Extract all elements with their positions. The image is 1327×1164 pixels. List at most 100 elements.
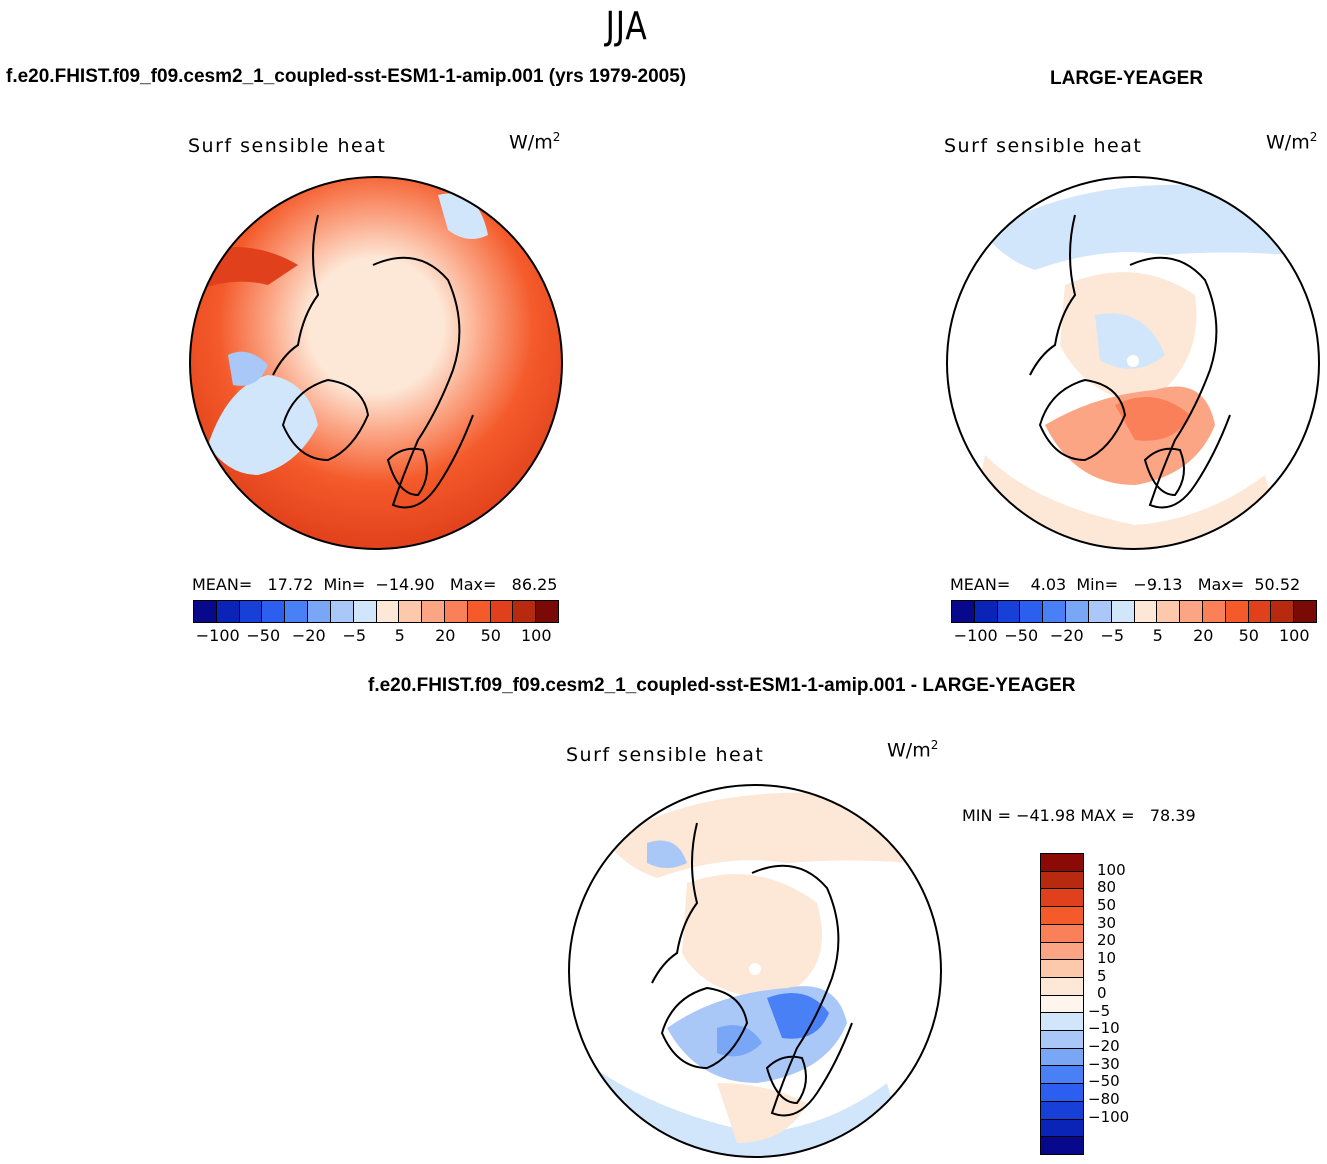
test-colorbar-swatch [399,601,423,622]
diff-colorbar-swatch [1041,977,1083,996]
test-colorbar-swatch [467,601,491,622]
diff-colorbar-tick-label: −10 [1088,1019,1120,1038]
obs-colorbar-swatch [952,601,975,622]
test-map-border [189,176,563,550]
diff-colorbar-tick-label: 50 [1097,895,1117,914]
obs-coastline-greenland [1038,378,1127,462]
test-field-cool-3 [228,351,268,386]
test-colorbar-tick-label: −50 [246,626,281,645]
test-units: W/m2 [509,130,561,154]
obs-colorbar-swatch [1020,601,1044,622]
diff-coastline-scandinavia [765,1055,807,1105]
diff-coastline-eurasia [751,864,853,1117]
obs-colorbar-swatch [974,601,998,622]
diff-colorbar [1040,853,1084,1155]
test-coastline-eurasia [372,256,474,509]
obs-colorbar-swatch [1225,601,1249,622]
diff-colorbar-swatch [1041,1119,1083,1138]
test-colorbar-swatch [285,601,309,622]
test-colorbar-swatch [536,601,558,622]
test-coastline-greenland [281,378,370,462]
test-colorbar-swatch [330,601,354,622]
obs-field-norway-warm [1115,397,1190,441]
obs-colorbar-ticks: −100 −50 −20 −5 5 20 50 100 [951,626,1317,646]
diff-coastline-greenland [660,986,749,1070]
diff-colorbar-tick-label: −5 [1088,1001,1111,1020]
diff-colorbar-tick-label: 5 [1097,966,1107,985]
obs-map-border [946,176,1320,550]
test-coastline-america [272,214,320,376]
diff-variable-title: Surf sensible heat [566,744,765,766]
diff-colorbar-tick-label: −80 [1088,1090,1120,1109]
diff-colorbar-swatch [1041,1084,1083,1102]
diff-field-arctic [682,874,822,998]
diff-colorbar-tick-label: −50 [1088,1072,1120,1091]
diff-colorbar-swatch [1041,995,1083,1014]
diff-colorbar-swatch [1041,1066,1083,1085]
diff-colorbar-tick-label: −30 [1088,1054,1120,1073]
test-colorbar-tick-label: −5 [342,626,367,645]
test-colorbar-swatch [262,601,286,622]
diff-colorbar-swatch [1041,1048,1083,1067]
diff-map [568,784,942,1158]
obs-pole-marker [1127,355,1139,367]
diff-colorbar-tick-label: −100 [1088,1107,1130,1126]
test-map [189,176,563,550]
test-field-cool [208,375,318,475]
diff-minmax: MIN = −41.98 MAX = 78.39 [962,806,1196,825]
diff-colorbar-swatch [1041,1137,1083,1154]
obs-variable-title: Surf sensible heat [944,135,1143,157]
diff-field-strong-cool [767,993,829,1039]
test-colorbar-tick-label: −100 [195,626,240,645]
obs-colorbar-swatch [1180,601,1203,622]
diff-colorbar-swatch [1041,1013,1083,1032]
diff-coastline-america [651,822,699,984]
diff-colorbar-tick-label: 0 [1097,984,1107,1003]
obs-map [946,176,1320,550]
obs-stats: MEAN= 4.03 Min= −9.13 Max= 50.52 [950,575,1301,594]
diff-colorbar-swatch [1041,1031,1083,1049]
obs-field-north [985,184,1290,270]
obs-colorbar-swatch [1043,601,1067,622]
test-colorbar-swatch [239,601,263,622]
diff-colorbar-swatch [1041,871,1083,890]
obs-coastline-scandinavia [1143,447,1185,497]
diff-colorbar-tick-label: 80 [1097,878,1117,897]
obs-colorbar-swatch [1271,601,1295,622]
obs-coastline-eurasia [1129,256,1231,509]
obs-colorbar-swatch [1294,601,1316,622]
diff-field-nw-cool [647,840,687,868]
test-colorbar-swatch [513,601,537,622]
test-coastline-scandinavia [386,447,428,497]
diff-colorbar-swatch [1041,924,1083,943]
diff-colorbar-swatch [1041,889,1083,908]
obs-colorbar-swatch [1248,601,1272,622]
obs-colorbar-swatch [1202,601,1226,622]
diff-colorbar-ticks: 100 80 50 30 20 10 5 0 −5 −10 −20 −30 −50 −80 −100 [1088,853,1148,1153]
diff-colorbar-swatch [1041,1101,1083,1120]
diff-colorbar-tick-label: −20 [1088,1037,1120,1056]
test-colorbar-swatch [308,601,331,622]
diff-colorbar-swatch [1041,960,1083,978]
diff-case-title: f.e20.FHIST.f09_f09.cesm2_1_coupled-sst-… [368,675,1076,696]
diff-map-border [568,784,942,1158]
test-colorbar-ticks: −100 −50 −20 −5 5 20 50 100 [193,626,559,646]
obs-colorbar-tick-label: 50 [1238,626,1259,645]
obs-colorbar-tick-label: −20 [1049,626,1084,645]
obs-colorbar-tick-label: −5 [1100,626,1125,645]
obs-colorbar-tick-label: −100 [953,626,998,645]
obs-field-arctic-cool [1095,313,1165,369]
diff-colorbar-tick-label: 100 [1097,860,1126,879]
obs-colorbar-swatch [1134,601,1158,622]
obs-colorbar-swatch [1066,601,1089,622]
diff-colorbar-swatch [1041,854,1083,872]
obs-case-title: LARGE-YEAGER [1050,68,1204,89]
test-field-cool-2 [438,193,488,239]
diff-colorbar-swatch [1041,907,1083,925]
obs-units: W/m2 [1266,130,1318,154]
obs-colorbar-swatch [997,601,1021,622]
test-colorbar-swatch [490,601,514,622]
test-colorbar-swatch [422,601,445,622]
diff-pole-marker [749,963,761,975]
obs-colorbar-swatch [1111,601,1135,622]
